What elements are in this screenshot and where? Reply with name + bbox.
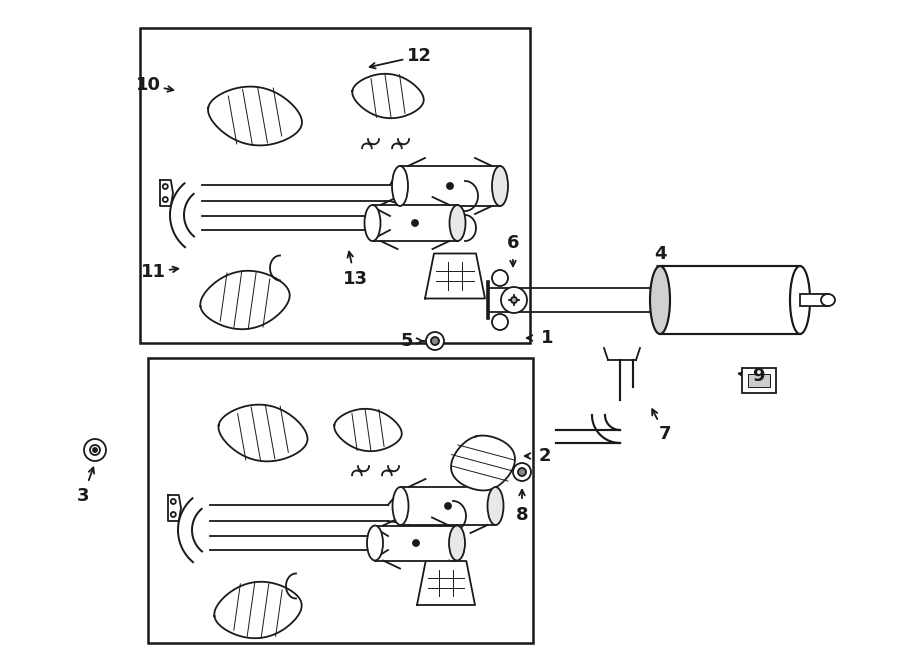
Ellipse shape [821, 294, 835, 306]
Ellipse shape [445, 503, 451, 509]
Polygon shape [451, 436, 515, 490]
Ellipse shape [492, 270, 508, 286]
Text: 1: 1 [541, 329, 554, 347]
Ellipse shape [93, 448, 97, 452]
Ellipse shape [413, 540, 419, 546]
Bar [800, 294, 828, 306]
Ellipse shape [492, 314, 508, 330]
Ellipse shape [511, 297, 517, 303]
Ellipse shape [163, 197, 167, 202]
Text: 7: 7 [659, 425, 671, 443]
Ellipse shape [501, 287, 527, 313]
Polygon shape [214, 582, 302, 639]
Bar [373, 205, 457, 241]
Polygon shape [201, 271, 290, 329]
Ellipse shape [513, 463, 531, 481]
Ellipse shape [431, 337, 439, 345]
Ellipse shape [492, 166, 508, 206]
Text: 13: 13 [343, 270, 367, 288]
Text: 9: 9 [752, 367, 764, 385]
Ellipse shape [171, 499, 176, 504]
Ellipse shape [90, 445, 100, 455]
Text: 11: 11 [140, 263, 166, 281]
Bar [742, 368, 776, 393]
Ellipse shape [488, 487, 503, 525]
Bar [140, 28, 530, 343]
Ellipse shape [447, 183, 453, 189]
Ellipse shape [84, 439, 106, 461]
Bar [400, 166, 500, 206]
Bar [148, 358, 533, 643]
Polygon shape [219, 405, 308, 461]
Text: 12: 12 [407, 47, 431, 65]
Ellipse shape [392, 166, 408, 206]
Bar [375, 525, 457, 561]
Polygon shape [352, 74, 424, 118]
Ellipse shape [650, 266, 670, 334]
Ellipse shape [412, 220, 418, 226]
Ellipse shape [518, 468, 526, 476]
Text: 3: 3 [76, 487, 89, 505]
Text: 6: 6 [507, 234, 519, 252]
Ellipse shape [449, 525, 465, 561]
Bar [400, 487, 496, 525]
Polygon shape [334, 408, 401, 451]
Ellipse shape [367, 525, 383, 561]
Ellipse shape [364, 205, 381, 241]
Polygon shape [417, 561, 475, 605]
Polygon shape [425, 254, 485, 299]
Polygon shape [160, 180, 173, 206]
Text: 10: 10 [136, 76, 160, 94]
Text: 4: 4 [653, 245, 666, 263]
Ellipse shape [171, 512, 176, 517]
Ellipse shape [426, 332, 444, 350]
Polygon shape [168, 495, 181, 521]
Ellipse shape [790, 266, 810, 334]
Bar [748, 374, 770, 387]
Text: 2: 2 [539, 447, 551, 465]
Ellipse shape [163, 184, 167, 189]
Text: 8: 8 [516, 506, 528, 524]
Polygon shape [208, 87, 302, 145]
Ellipse shape [392, 487, 409, 525]
Ellipse shape [449, 205, 465, 241]
Bar [660, 266, 800, 334]
Text: 5: 5 [400, 332, 413, 350]
